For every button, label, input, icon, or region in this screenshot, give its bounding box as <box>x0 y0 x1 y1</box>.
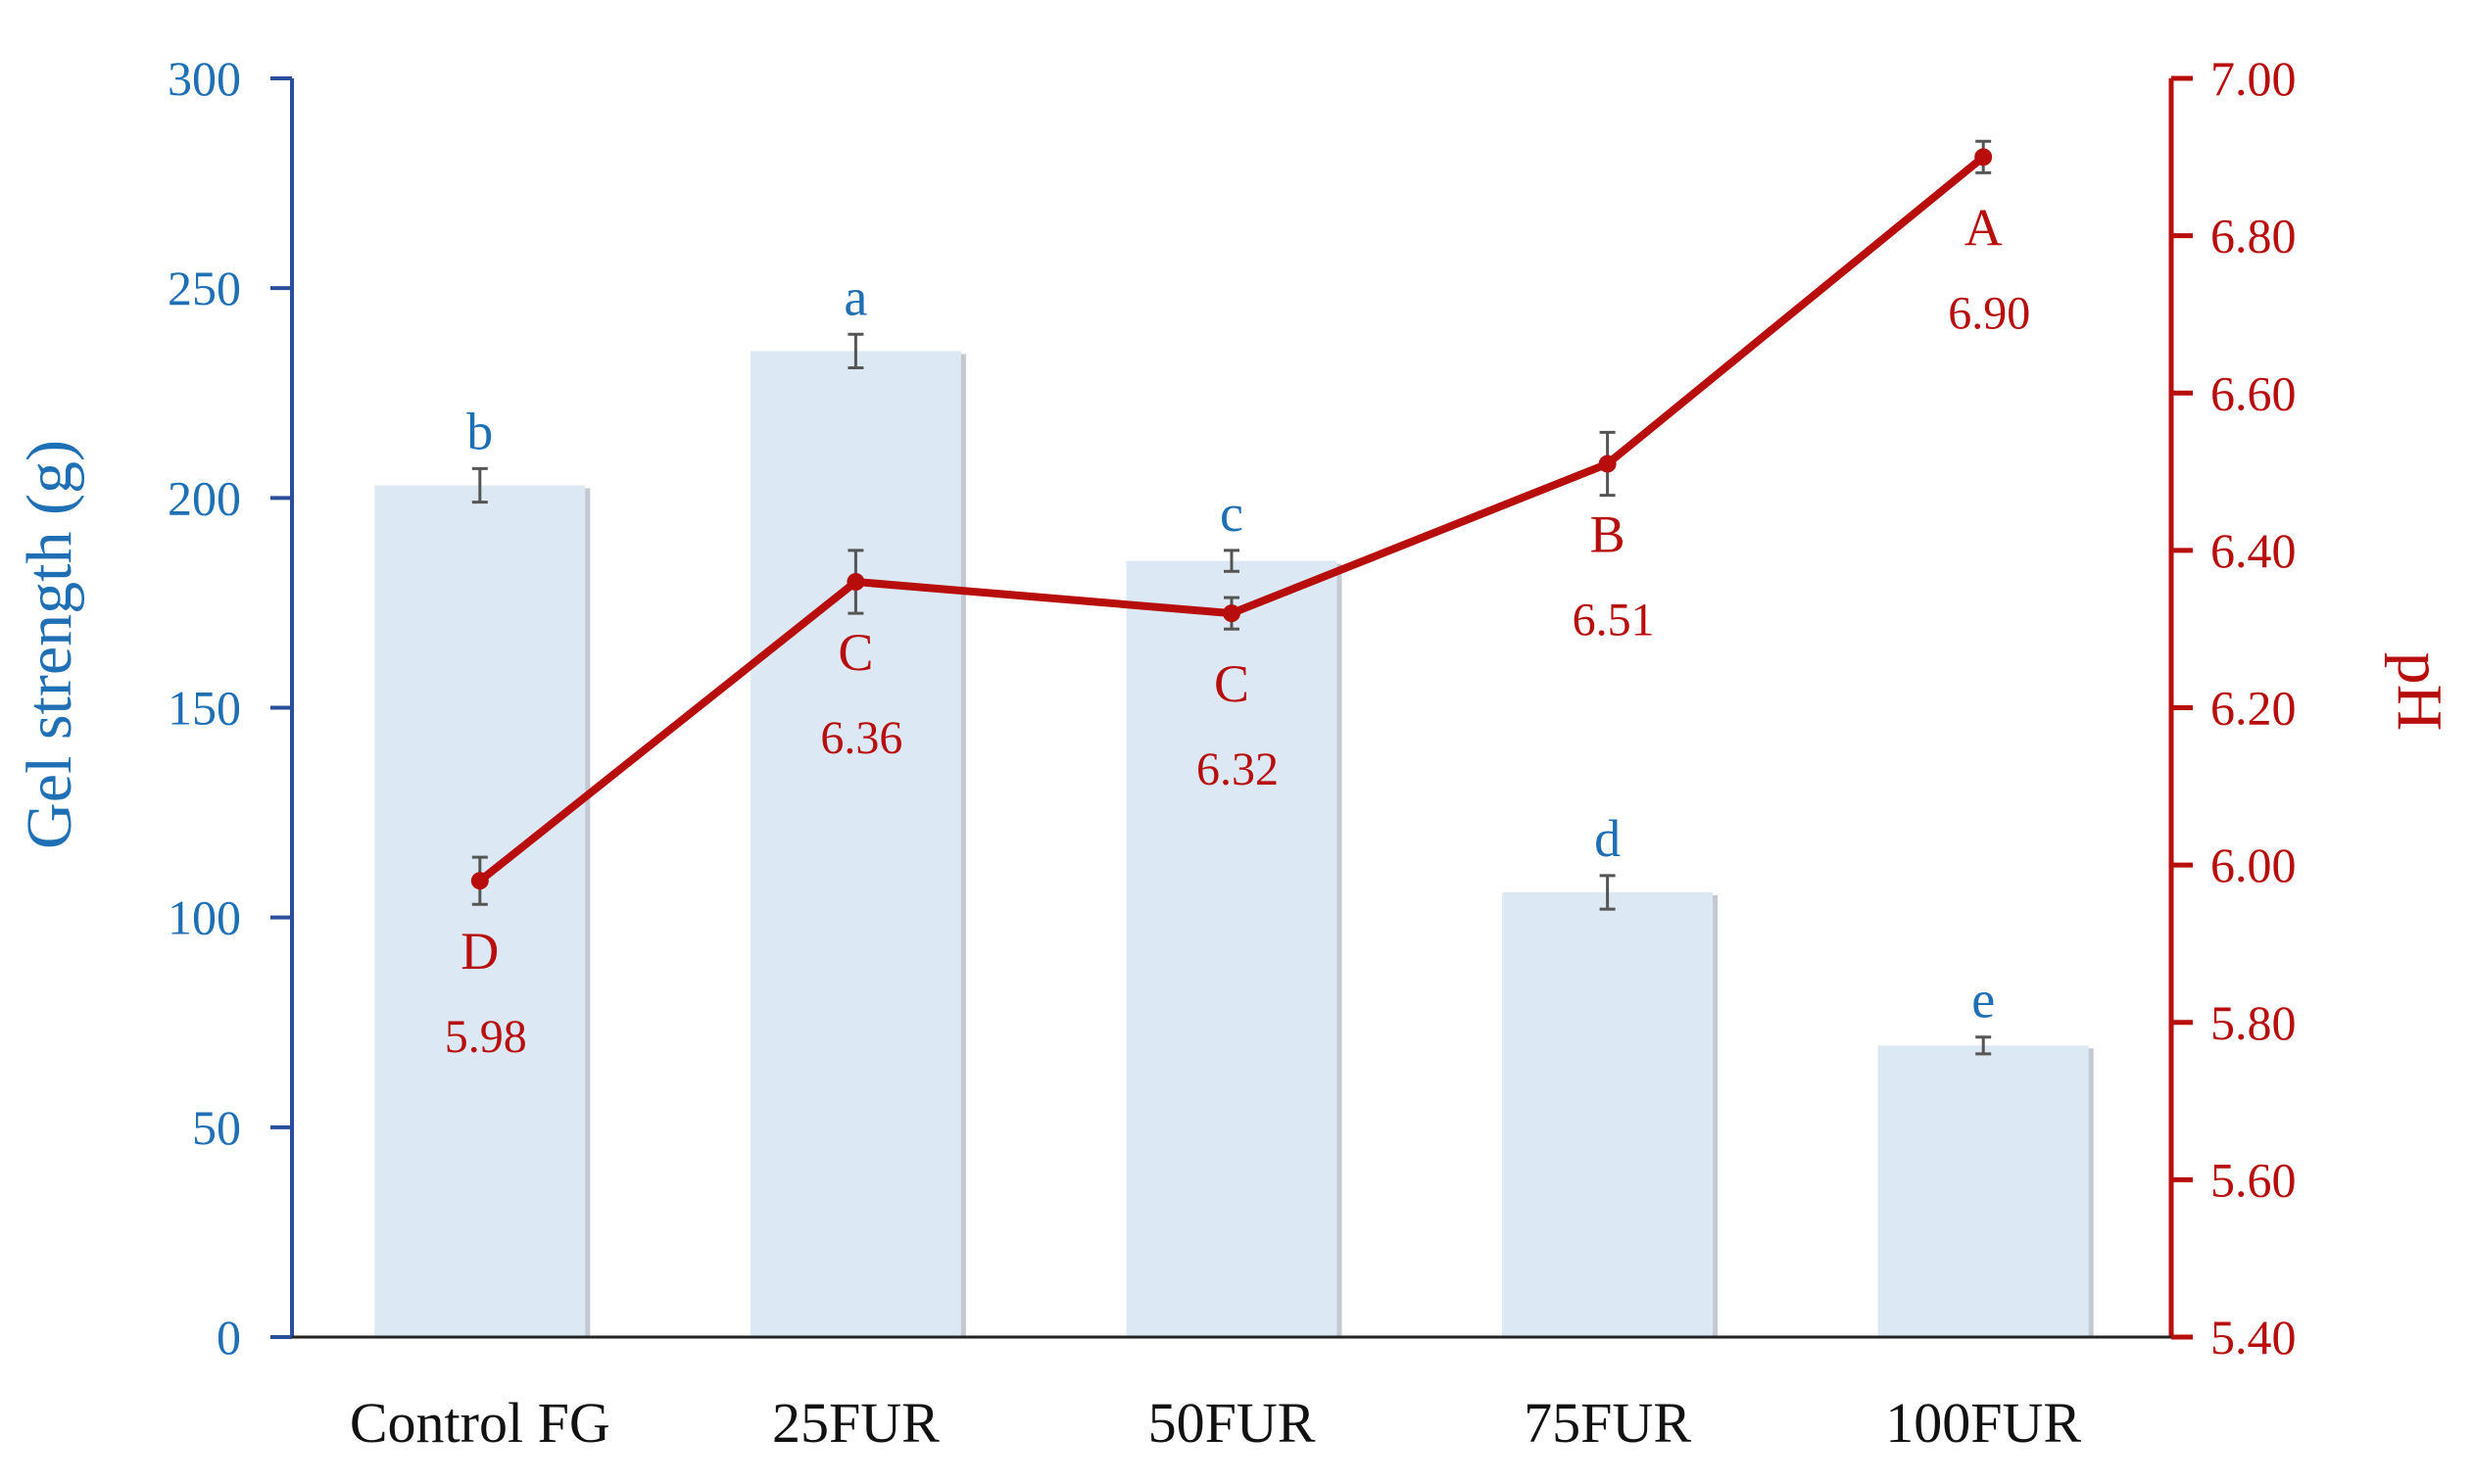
ph-point <box>1974 148 1993 167</box>
ph-point <box>470 872 489 890</box>
bar-significance-letter: d <box>1594 809 1621 868</box>
right-tick-label: 6.60 <box>2210 365 2297 420</box>
left-axis-title: Gel strength (g) <box>14 440 85 849</box>
left-tick-label: 50 <box>192 1100 241 1155</box>
ph-value-label: 5.98 <box>445 1011 527 1063</box>
category-label: 75FUR <box>1524 1391 1691 1455</box>
right-tick-label: 6.00 <box>2210 838 2297 892</box>
ph-significance-letter: D <box>461 922 499 981</box>
category-label: 25FUR <box>772 1391 940 1455</box>
category-label: Control FG <box>350 1391 610 1455</box>
ph-point <box>1598 455 1617 473</box>
bar <box>1502 891 1714 1337</box>
ph-significance-letter: A <box>1964 198 2003 257</box>
right-tick-label: 6.80 <box>2210 209 2297 263</box>
left-tick-label: 200 <box>168 470 241 525</box>
ph-significance-letter: C <box>1214 654 1249 713</box>
right-axis-title: pH <box>2384 652 2455 732</box>
bar-significance-letter: c <box>1220 484 1243 543</box>
ph-significance-letter: B <box>1590 505 1625 564</box>
left-tick-label: 300 <box>168 51 241 106</box>
ph-value-label: 6.36 <box>820 712 902 764</box>
labels-layer: b a c d e D 5.98 C 6.36 C 6.32 B 6.51 A 6.90 <box>445 198 2030 1063</box>
right-tick-label: 5.80 <box>2210 995 2297 1050</box>
bar <box>1877 1045 2089 1337</box>
right-tick-label: 6.20 <box>2210 681 2297 736</box>
bar <box>750 351 961 1338</box>
left-tick-label: 150 <box>168 681 241 736</box>
bar-significance-letter: e <box>1971 971 1995 1029</box>
ph-point <box>847 573 865 591</box>
ph-point <box>1223 604 1240 623</box>
axes-layer: 0 50 100 150 200 250 300 5.40 5.60 5.80 6.00 6.20 6.… <box>168 51 2297 1455</box>
right-tick-label: 7.00 <box>2210 51 2297 106</box>
right-tick-label: 5.60 <box>2210 1152 2297 1207</box>
ph-value-label: 6.90 <box>1948 287 2030 339</box>
line-layer <box>470 139 1993 906</box>
category-label: 100FUR <box>1885 1391 2081 1455</box>
bar <box>1126 560 1337 1337</box>
bars-layer <box>374 332 2094 1338</box>
right-tick-label: 6.40 <box>2210 523 2297 578</box>
left-tick-label: 0 <box>217 1310 241 1364</box>
ph-significance-letter: C <box>838 623 873 682</box>
right-tick-label: 5.40 <box>2210 1310 2297 1364</box>
left-tick-label: 100 <box>168 890 241 945</box>
ph-value-label: 6.51 <box>1573 595 1655 646</box>
category-label: 50FUR <box>1148 1391 1316 1455</box>
bar-significance-letter: b <box>466 402 493 460</box>
bar-significance-letter: a <box>844 267 867 326</box>
left-tick-label: 250 <box>168 261 241 315</box>
ph-value-label: 6.32 <box>1196 743 1279 795</box>
bar <box>374 485 586 1337</box>
